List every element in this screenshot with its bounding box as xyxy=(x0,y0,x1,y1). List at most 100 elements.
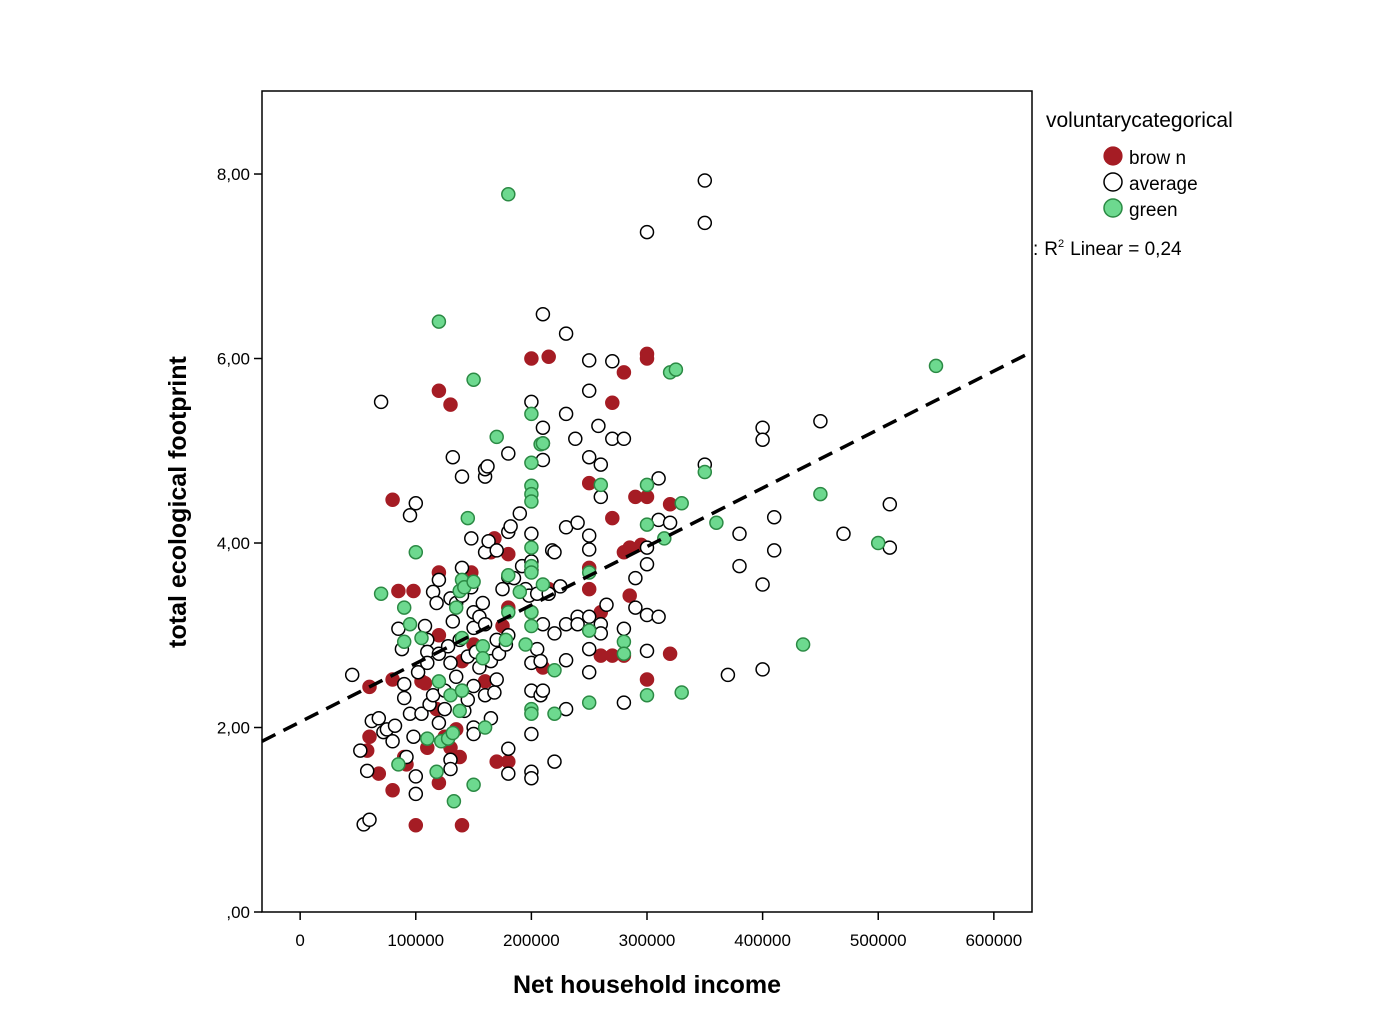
data-point-average xyxy=(599,597,614,613)
data-point-average xyxy=(581,449,597,465)
data-point-average xyxy=(396,690,412,706)
data-point-green xyxy=(498,632,514,648)
data-point-green xyxy=(431,674,447,689)
data-point-green xyxy=(420,731,435,746)
data-point-green xyxy=(709,515,724,530)
legend-entry-average: average xyxy=(1129,174,1198,195)
data-point-average xyxy=(443,761,458,777)
data-point-green xyxy=(466,372,481,387)
data-point-average xyxy=(429,595,444,611)
data-point-average xyxy=(373,394,389,410)
data-point-average xyxy=(445,449,461,465)
legend-marker-green xyxy=(1103,198,1123,218)
data-point-average xyxy=(605,354,620,369)
data-point-green xyxy=(928,358,944,374)
data-point-green xyxy=(446,794,462,809)
data-point-green xyxy=(639,517,655,532)
data-point-brown xyxy=(605,510,620,526)
data-point-average xyxy=(524,394,539,410)
data-point-brown xyxy=(362,729,377,744)
data-point-brown xyxy=(431,383,447,399)
data-point-brown xyxy=(639,351,655,366)
data-point-green xyxy=(813,486,828,502)
data-point-average xyxy=(581,641,597,657)
data-point-average xyxy=(732,526,747,542)
data-point-green xyxy=(535,577,551,592)
data-point-green xyxy=(501,568,516,583)
data-point-green xyxy=(697,464,713,480)
data-point-brown xyxy=(371,766,387,781)
fit-label-sup: 2 xyxy=(1058,238,1064,250)
data-point-green xyxy=(452,703,467,719)
data-point-average xyxy=(495,581,510,597)
data-point-average xyxy=(813,413,828,429)
data-point-average xyxy=(651,471,666,486)
data-point-green xyxy=(616,646,632,661)
data-point-average xyxy=(408,496,424,511)
data-point-green xyxy=(445,725,461,741)
fit-label-prefix: : xyxy=(1033,239,1038,260)
y-axis-title: total ecological footprint xyxy=(164,355,192,647)
data-point-average xyxy=(402,508,418,523)
data-point-brown xyxy=(581,475,597,491)
data-point-average xyxy=(489,672,504,687)
fit-label-r: R xyxy=(1044,239,1058,260)
data-point-green xyxy=(501,187,516,202)
data-point-average xyxy=(533,653,548,669)
x-tick-label: 0 xyxy=(295,931,304,950)
data-point-average xyxy=(431,715,447,731)
data-point-brown xyxy=(639,489,655,505)
data-point-green xyxy=(524,455,539,471)
data-point-green xyxy=(512,584,528,600)
data-point-average xyxy=(639,224,655,240)
data-point-brown xyxy=(391,583,406,599)
data-point-average xyxy=(558,652,574,668)
data-point-green xyxy=(429,764,444,780)
data-point-brown xyxy=(501,754,516,769)
data-point-brown xyxy=(454,818,470,833)
data-point-average xyxy=(755,432,770,447)
data-point-average xyxy=(406,729,421,744)
data-point-average xyxy=(581,609,597,625)
data-point-green xyxy=(674,685,689,700)
data-point-average xyxy=(570,515,585,530)
y-axis: ,00 2,00 4,00 6,00 8,00 xyxy=(217,165,262,922)
data-point-green xyxy=(524,618,539,634)
y-tick-label: 8,00 xyxy=(217,165,250,184)
data-point-average xyxy=(524,526,539,542)
data-point-average xyxy=(570,616,585,632)
data-point-brown xyxy=(639,672,655,687)
data-point-green xyxy=(396,600,412,615)
data-point-average xyxy=(503,519,518,534)
data-point-green xyxy=(448,600,464,615)
data-point-green xyxy=(396,634,412,649)
data-point-average xyxy=(464,531,479,546)
data-point-brown xyxy=(541,349,556,364)
data-point-average xyxy=(487,685,502,700)
data-point-green xyxy=(431,314,447,329)
data-point-brown xyxy=(385,782,400,798)
data-point-average xyxy=(445,614,461,629)
data-point-average xyxy=(535,420,551,435)
data-point-average xyxy=(651,609,666,625)
data-point-average xyxy=(616,431,632,447)
data-point-average xyxy=(454,560,470,576)
data-point-average xyxy=(344,667,360,683)
data-point-average xyxy=(568,431,583,447)
data-point-green xyxy=(501,604,516,620)
data-point-green xyxy=(408,544,424,560)
data-point-average xyxy=(501,766,516,781)
data-point-brown xyxy=(385,492,400,507)
data-point-average xyxy=(581,542,597,557)
data-point-brown xyxy=(443,397,458,412)
data-point-average xyxy=(547,544,562,560)
data-point-green xyxy=(870,535,886,551)
data-point-average xyxy=(732,558,747,574)
data-point-brown xyxy=(417,675,433,691)
y-tick-label: 2,00 xyxy=(217,719,250,738)
data-point-green xyxy=(402,616,418,632)
data-point-green xyxy=(460,510,476,526)
data-point-brown xyxy=(622,588,637,603)
data-point-average xyxy=(581,664,597,680)
